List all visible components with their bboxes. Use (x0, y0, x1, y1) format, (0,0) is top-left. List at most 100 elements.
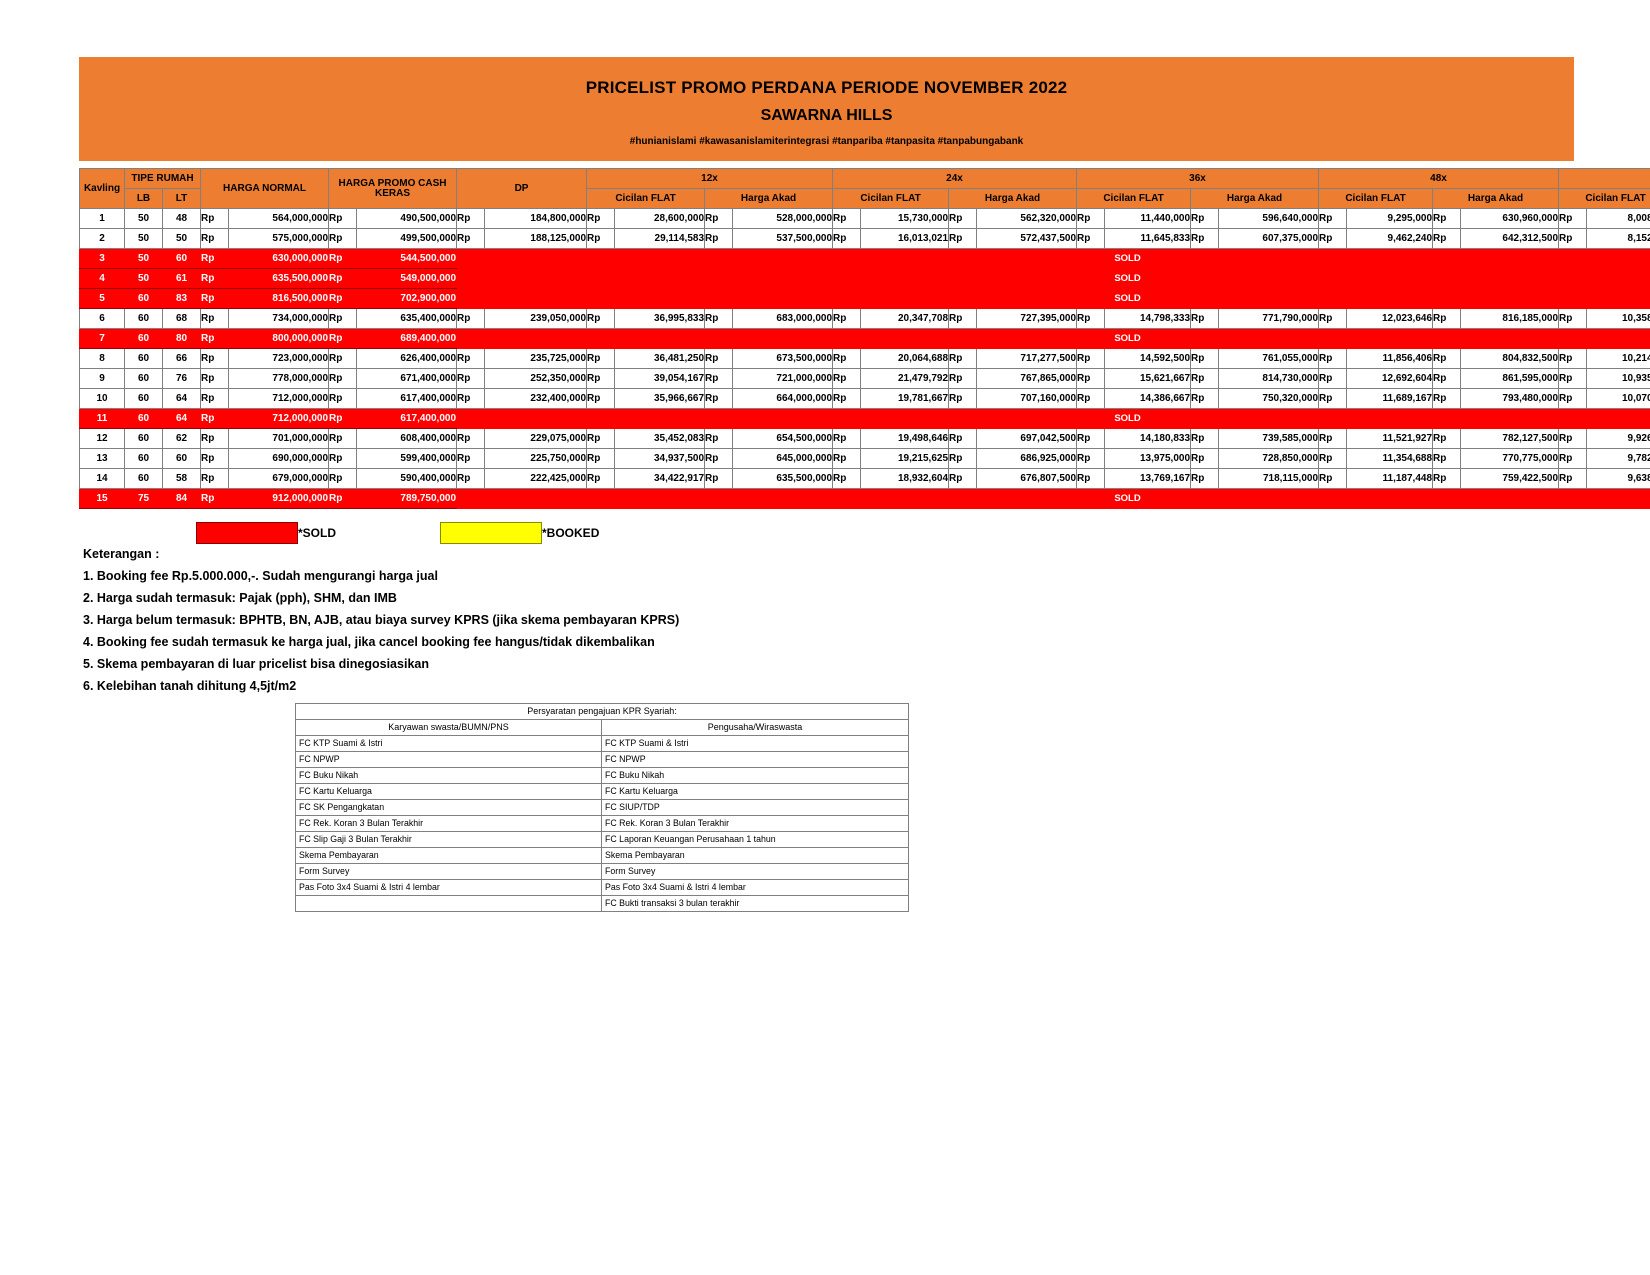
cell-lb: 60 (124, 288, 163, 309)
cell-dp: 225,750,000 (484, 448, 588, 469)
cell-currency-cell-akad-12x: Rp (704, 428, 734, 449)
table-row[interactable]: 7 60 80 Rp 800,000,000 Rp 689,400,000 SOLD (79, 328, 1650, 349)
cell-lt: 84 (161, 488, 202, 509)
th-tenor-36x: 36x (1076, 168, 1320, 189)
table-row[interactable]: 11 60 64 Rp 712,000,000 Rp 617,400,000 SOLD (79, 408, 1650, 429)
header-banner: PRICELIST PROMO PERDANA PERIODE NOVEMBER… (79, 57, 1574, 161)
cell-currency-cell-cicilan-36x: Rp (1076, 428, 1106, 449)
cell-akad-24x: 767,865,000 (976, 368, 1078, 389)
cell-currency-cell-akad-36x: Rp (1190, 388, 1220, 409)
kpr-requirements-container: Persyaratan pengajuan KPR Syariah: Karya… (295, 703, 909, 912)
cell-harga-normal: 800,000,000 (228, 328, 330, 349)
cell-cicilan-48x: 12,023,646 (1346, 308, 1434, 329)
kpr-col2-cell: Skema Pembayaran (601, 847, 909, 864)
cell-cicilan-36x: 15,621,667 (1104, 368, 1192, 389)
kpr-col2-cell: FC Buku Nikah (601, 767, 909, 784)
cell-akad-36x: 596,640,000 (1218, 208, 1320, 229)
cell-kavling: 1 (79, 208, 125, 229)
table-row[interactable]: 15 75 84 Rp 912,000,000 Rp 789,750,000 SOLD (79, 488, 1650, 509)
cell-harga-promo: 617,400,000 (356, 388, 458, 409)
legend: *SOLD *BOOKED (196, 522, 599, 544)
cell-currency-cell-cicilan-60x: Rp (1558, 308, 1588, 329)
cell-lt: 58 (161, 468, 202, 489)
cell-currency-cell-akad-24x: Rp (948, 428, 978, 449)
cell-currency-cell-akad-36x: Rp (1190, 448, 1220, 469)
cell-cicilan-48x: 9,462,240 (1346, 228, 1434, 249)
cell-akad-36x: 771,790,000 (1218, 308, 1320, 329)
keterangan-note: 1. Booking fee Rp.5.000.000,-. Sudah men… (83, 569, 438, 583)
keterangan-note: 5. Skema pembayaran di luar pricelist bi… (83, 657, 429, 671)
table-row[interactable]: 4 50 61 Rp 635,500,000 Rp 549,000,000 SOLD (79, 268, 1650, 289)
cell-cicilan-12x: 36,995,833 (614, 308, 706, 329)
table-row[interactable]: 14 60 58 Rp 679,000,000 Rp 590,400,000 Rp 222,42… (79, 468, 1650, 489)
cell-currency-cell-akad-48x: Rp (1432, 368, 1462, 389)
table-row[interactable]: 5 60 83 Rp 816,500,000 Rp 702,900,000 SOLD (79, 288, 1650, 309)
table-row[interactable]: 9 60 76 Rp 778,000,000 Rp 671,400,000 Rp 252,350… (79, 368, 1650, 389)
cell-harga-promo: 549,000,000 (356, 268, 458, 289)
th-tenor-24x: 24x (832, 168, 1078, 189)
cell-currency-cell-cicilan-48x: Rp (1318, 228, 1348, 249)
cell-currency-cell-cicilan-36x: Rp (1076, 448, 1106, 469)
cell-lt: 62 (161, 428, 202, 449)
cell-akad-48x: 861,595,000 (1460, 368, 1560, 389)
kpr-col2-cell: Pas Foto 3x4 Suami & Istri 4 lembar (601, 879, 909, 896)
table-row[interactable]: 13 60 60 Rp 690,000,000 Rp 599,400,000 Rp 225,75… (79, 448, 1650, 469)
cell-currency-cell-cicilan-24x: Rp (832, 308, 862, 329)
kpr-col1-cell: FC Kartu Keluarga (295, 783, 602, 800)
cell-harga-normal: 690,000,000 (228, 448, 330, 469)
cell-currency-harga-normal: Rp (200, 368, 230, 389)
cell-currency-cell-dp: Rp (456, 368, 486, 389)
th-lb: LB (124, 188, 163, 209)
cell-cicilan-36x: 11,645,833 (1104, 228, 1192, 249)
cell-cicilan-12x: 34,937,500 (614, 448, 706, 469)
kpr-col2-cell: Form Survey (601, 863, 909, 880)
cell-currency-cell-akad-36x: Rp (1190, 348, 1220, 369)
th-kavling: Kavling (79, 168, 125, 209)
cell-dp: 235,725,000 (484, 348, 588, 369)
kpr-col2-header: Pengusaha/Wiraswasta (601, 719, 909, 736)
banner-title: PRICELIST PROMO PERDANA PERIODE NOVEMBER… (585, 77, 1068, 97)
cell-harga-promo: 599,400,000 (356, 448, 458, 469)
cell-currency-cell-akad-24x: Rp (948, 368, 978, 389)
cell-currency-cell-cicilan-12x: Rp (586, 348, 616, 369)
cell-cicilan-12x: 28,600,000 (614, 208, 706, 229)
pricelist-header: Kavling TIPE RUMAH HARGA NORMAL HARGA PR… (79, 168, 1650, 209)
cell-akad-12x: 528,000,000 (732, 208, 834, 229)
cell-lt: 66 (161, 348, 202, 369)
cell-harga-normal: 912,000,000 (228, 488, 330, 509)
cell-currency-cell-akad-48x: Rp (1432, 388, 1462, 409)
cell-cicilan-12x: 29,114,583 (614, 228, 706, 249)
th-cicilan-flat-24x: Cicilan FLAT (832, 188, 950, 209)
pricelist-table: Kavling TIPE RUMAH HARGA NORMAL HARGA PR… (79, 168, 1650, 509)
table-row[interactable]: 3 50 60 Rp 630,000,000 Rp 544,500,000 SOLD (79, 248, 1650, 269)
cell-currency-cell-dp: Rp (456, 388, 486, 409)
cell-akad-48x: 816,185,000 (1460, 308, 1560, 329)
table-row[interactable]: 12 60 62 Rp 701,000,000 Rp 608,400,000 Rp 229,07… (79, 428, 1650, 449)
cell-currency-harga-normal: Rp (200, 308, 230, 329)
cell-lt: 64 (161, 388, 202, 409)
cell-currency-cell-akad-36x: Rp (1190, 228, 1220, 249)
cell-currency-harga-promo: Rp (328, 368, 358, 389)
cell-cicilan-60x: 9,926,583 (1586, 428, 1650, 449)
cell-lb: 60 (124, 328, 163, 349)
cell-currency-harga-normal: Rp (200, 388, 230, 409)
table-row[interactable]: 6 60 68 Rp 734,000,000 Rp 635,400,000 Rp 239,050… (79, 308, 1650, 329)
cell-akad-48x: 770,775,000 (1460, 448, 1560, 469)
table-row[interactable]: 10 60 64 Rp 712,000,000 Rp 617,400,000 Rp 232,40… (79, 388, 1650, 409)
cell-currency-harga-promo: Rp (328, 248, 358, 269)
table-row[interactable]: 8 60 66 Rp 723,000,000 Rp 626,400,000 Rp 235,725… (79, 348, 1650, 369)
kpr-col1-cell: Pas Foto 3x4 Suami & Istri 4 lembar (295, 879, 602, 896)
cell-currency-harga-normal: Rp (200, 468, 230, 489)
cell-cicilan-48x: 9,295,000 (1346, 208, 1434, 229)
cell-akad-12x: 645,000,000 (732, 448, 834, 469)
table-row[interactable]: 1 50 48 Rp 564,000,000 Rp 490,500,000 Rp 184,800… (79, 208, 1650, 229)
cell-lb: 50 (124, 228, 163, 249)
cell-cicilan-24x: 19,215,625 (860, 448, 950, 469)
cell-currency-cell-dp: Rp (456, 308, 486, 329)
header-row-1: Kavling TIPE RUMAH HARGA NORMAL HARGA PR… (79, 168, 1650, 209)
cell-cicilan-36x: 11,440,000 (1104, 208, 1192, 229)
th-cicilan-flat-48x: Cicilan FLAT (1318, 188, 1434, 209)
table-row[interactable]: 2 50 50 Rp 575,000,000 Rp 499,500,000 Rp 188,125… (79, 228, 1650, 249)
cell-currency-cell-cicilan-36x: Rp (1076, 388, 1106, 409)
cell-currency-harga-promo: Rp (328, 268, 358, 289)
